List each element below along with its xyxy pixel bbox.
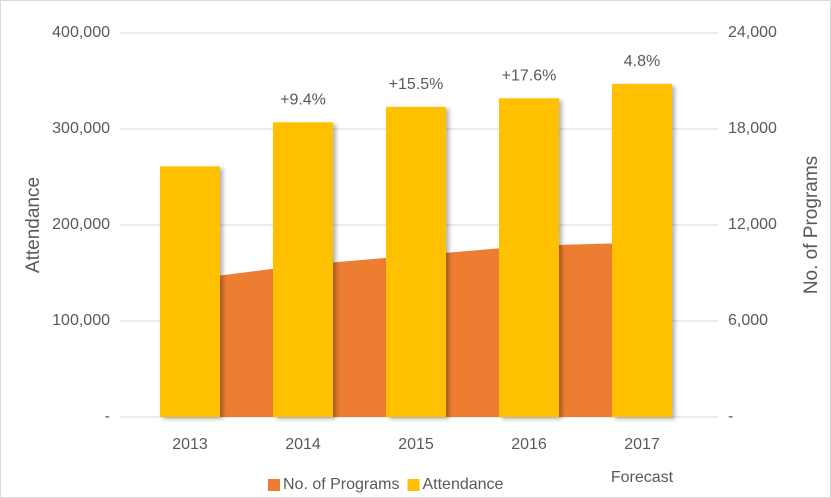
labels: - 100,000 200,000 300,000 400,000 - 6,000 12,00… [52, 24, 777, 493]
y-tick-label: 400,000 [52, 24, 110, 41]
bar-annotation: +17.6% [502, 67, 557, 84]
y2-axis-title: No. of Programs [801, 156, 822, 294]
x-tick-note: Forecast [611, 469, 674, 486]
x-tick-label: 2017 [624, 436, 660, 453]
bar-annotation: 4.8% [624, 53, 660, 70]
y-tick-label: - [105, 408, 110, 425]
y-tick-label: 100,000 [52, 312, 110, 329]
y2-tick-label: 24,000 [728, 24, 777, 41]
plot-area [160, 83, 672, 418]
y2-tick-label: - [728, 408, 733, 425]
y2-tick-label: 12,000 [728, 216, 777, 233]
legend-swatch [407, 479, 420, 491]
x-tick-label: 2015 [398, 436, 434, 453]
y-axis-title: Attendance [23, 177, 44, 273]
bar [386, 106, 446, 418]
x-tick-label: 2013 [172, 436, 208, 453]
bar [160, 166, 220, 417]
bar-annotation: +9.4% [280, 91, 326, 108]
legend-label: Attendance [422, 476, 503, 493]
bar [612, 83, 672, 417]
bar [273, 122, 333, 417]
legend-label: No. of Programs [283, 476, 399, 493]
bar-annotation: +15.5% [389, 76, 444, 93]
x-tick-label: 2014 [285, 436, 321, 453]
x-tick-label: 2016 [511, 436, 547, 453]
y2-tick-label: 18,000 [728, 120, 777, 137]
legend-swatch [268, 479, 280, 491]
y-tick-label: 200,000 [52, 216, 110, 233]
y2-tick-label: 6,000 [728, 312, 768, 329]
y-tick-label: 300,000 [52, 120, 110, 137]
bar [499, 98, 559, 417]
